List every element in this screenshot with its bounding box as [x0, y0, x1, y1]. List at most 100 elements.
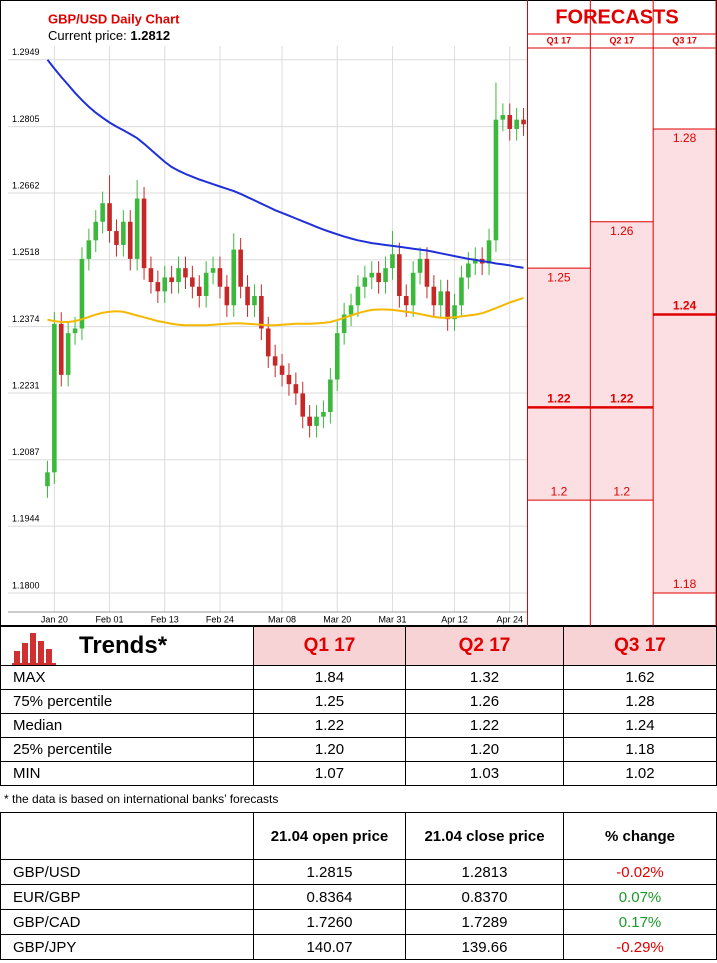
table-cell: -0.02% [563, 859, 717, 885]
table-cell: 1.7260 [253, 909, 406, 935]
candle-body [376, 272, 381, 283]
candle-body [514, 119, 519, 129]
moving-average-line [47, 296, 524, 327]
candle-body [265, 328, 271, 357]
candle-body [155, 282, 161, 292]
table-cell: 0.07% [563, 884, 717, 910]
table-cell: 1.07 [253, 761, 406, 786]
candle-body [148, 268, 154, 283]
candle-body [293, 384, 299, 394]
table-cell: 1.24 [563, 713, 717, 738]
candle-body [362, 277, 368, 287]
candle-body [341, 314, 347, 334]
candle-body [459, 277, 464, 306]
candle-body [445, 291, 450, 320]
table-row: 21.04 open price 21.04 close price% chang… [0, 812, 717, 860]
y-tick-label: 1.2949 [12, 47, 40, 57]
candle-body [390, 254, 395, 269]
x-tick-label: Apr 12 [441, 614, 468, 624]
table-cell: 1.20 [253, 737, 406, 762]
table-row: 25% percentile 1.20 1.20 1.18 [0, 737, 717, 762]
candle-body [52, 323, 57, 473]
table-cell: 1.22 [253, 713, 406, 738]
table-row: MIN 1.07 1.03 1.02 [0, 761, 717, 786]
table-row: GBP/JPY 140.07 139.66 -0.29% [0, 934, 717, 960]
table-row: MAX 1.84 1.32 1.62 [0, 665, 717, 690]
candle-body [493, 119, 499, 241]
candle-body [196, 286, 202, 296]
candle-body [134, 198, 140, 259]
q75-label: 1.28 [673, 131, 697, 145]
q75-label: 1.26 [610, 224, 634, 238]
table-cell: 1.62 [563, 665, 717, 690]
candle-body [121, 221, 126, 245]
candle-body [190, 277, 195, 287]
trends-table: Trends* Q1 17 Q2 17 Q3 17 MAX 1.84 1.32 1.62 75%… [0, 626, 717, 786]
current-price: 1.2812 [130, 28, 170, 43]
forecast-column-label: Q1 17 [547, 35, 572, 45]
table-cell: Q3 17 [563, 626, 717, 666]
candle-body [328, 379, 333, 413]
y-tick-label: 1.2518 [12, 247, 40, 257]
table-cell: 75% percentile [0, 689, 254, 714]
candle-body [86, 240, 92, 259]
table-cell: 1.03 [405, 761, 564, 786]
candle-body [500, 115, 506, 120]
chart: GBP/USD Daily Chart Current price: 1.281… [0, 0, 717, 626]
table-cell: 1.32 [405, 665, 564, 690]
table-cell: 1.20 [405, 737, 564, 762]
candle-body [72, 328, 78, 334]
table-cell: -0.29% [563, 934, 717, 960]
table-cell: GBP/CAD [0, 909, 254, 935]
trends-icon [12, 633, 56, 665]
candle-body [162, 277, 168, 292]
candle-body [107, 203, 112, 232]
table-row: Median 1.22 1.22 1.24 [0, 713, 717, 738]
table-cell: 1.28 [563, 689, 717, 714]
candle-body [58, 323, 64, 375]
candle-body [114, 231, 119, 245]
forecast-box [590, 221, 654, 501]
q25-label: 1.18 [673, 577, 697, 591]
y-tick-label: 1.1944 [12, 514, 40, 524]
candle-body [472, 258, 478, 264]
table-cell: Median [0, 713, 254, 738]
prices-table: 21.04 open price 21.04 close price% chang… [0, 812, 717, 960]
candle-body [259, 295, 264, 329]
x-tick-label: Mar 31 [378, 614, 406, 624]
candle-body [252, 295, 257, 306]
candle-body [348, 305, 354, 315]
table-cell: 1.02 [563, 761, 717, 786]
candle-body [169, 277, 174, 283]
forecast-box [527, 268, 591, 501]
candle-body [224, 286, 230, 306]
x-tick-label: Feb 01 [96, 614, 124, 624]
table-cell: MIN [0, 761, 254, 786]
x-tick-label: Feb 24 [206, 614, 234, 624]
candle-body [424, 258, 430, 287]
candle-body [141, 198, 147, 269]
candle-body [431, 286, 437, 306]
median-label: 1.24 [673, 299, 697, 313]
table-cell: 0.8370 [405, 884, 564, 910]
table-cell: Q2 17 [405, 626, 564, 666]
q25-label: 1.2 [551, 484, 568, 498]
table-cell: EUR/GBP [0, 884, 254, 910]
candle-body [486, 240, 492, 264]
table-cell: Q1 17 [253, 626, 406, 666]
candle-body [507, 115, 513, 129]
chart-title: GBP/USD Daily Chart [48, 11, 180, 26]
candle-body [403, 295, 409, 306]
candle-body [521, 119, 526, 125]
candle-body [272, 356, 278, 366]
table-cell: MAX [0, 665, 254, 690]
candle-body [314, 416, 319, 426]
candle-body [300, 393, 306, 417]
x-tick-label: Apr 24 [496, 614, 523, 624]
candle-body [417, 258, 423, 273]
candle-body [452, 305, 457, 320]
forecast-title: FORECASTS [555, 6, 678, 28]
candle-body [397, 254, 402, 296]
candle-body [176, 268, 181, 283]
